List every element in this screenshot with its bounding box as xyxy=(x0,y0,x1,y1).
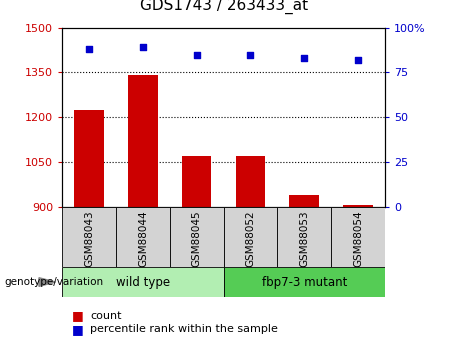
Point xyxy=(355,57,362,63)
Bar xyxy=(331,207,385,267)
Point xyxy=(139,45,147,50)
Bar xyxy=(170,207,224,267)
Bar xyxy=(278,207,331,267)
Text: percentile rank within the sample: percentile rank within the sample xyxy=(90,325,278,334)
Bar xyxy=(182,156,212,207)
Text: ■: ■ xyxy=(71,323,83,336)
Text: GSM88043: GSM88043 xyxy=(84,210,94,267)
Text: GDS1743 / 263433_at: GDS1743 / 263433_at xyxy=(140,0,307,14)
Point xyxy=(85,46,93,52)
Text: count: count xyxy=(90,311,121,321)
Bar xyxy=(116,207,170,267)
Point xyxy=(193,52,201,57)
Text: GSM88053: GSM88053 xyxy=(299,210,309,267)
Text: ■: ■ xyxy=(71,309,83,322)
Point xyxy=(247,52,254,57)
Point xyxy=(301,55,308,61)
Bar xyxy=(62,207,116,267)
Text: GSM88045: GSM88045 xyxy=(192,210,202,267)
Bar xyxy=(224,267,385,297)
Text: GSM88044: GSM88044 xyxy=(138,210,148,267)
Polygon shape xyxy=(39,278,55,286)
Text: fbp7-3 mutant: fbp7-3 mutant xyxy=(261,276,347,288)
Text: GSM88054: GSM88054 xyxy=(353,210,363,267)
Bar xyxy=(128,75,158,207)
Bar xyxy=(74,110,104,207)
Bar xyxy=(224,207,278,267)
Text: GSM88052: GSM88052 xyxy=(245,210,255,267)
Bar xyxy=(62,267,224,297)
Text: genotype/variation: genotype/variation xyxy=(5,277,104,287)
Bar xyxy=(343,205,373,207)
Bar xyxy=(290,195,319,207)
Text: wild type: wild type xyxy=(116,276,170,288)
Bar xyxy=(236,156,265,207)
